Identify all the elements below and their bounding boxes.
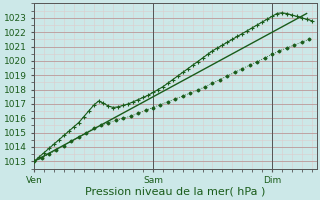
X-axis label: Pression niveau de la mer( hPa ): Pression niveau de la mer( hPa ) [85, 187, 266, 197]
